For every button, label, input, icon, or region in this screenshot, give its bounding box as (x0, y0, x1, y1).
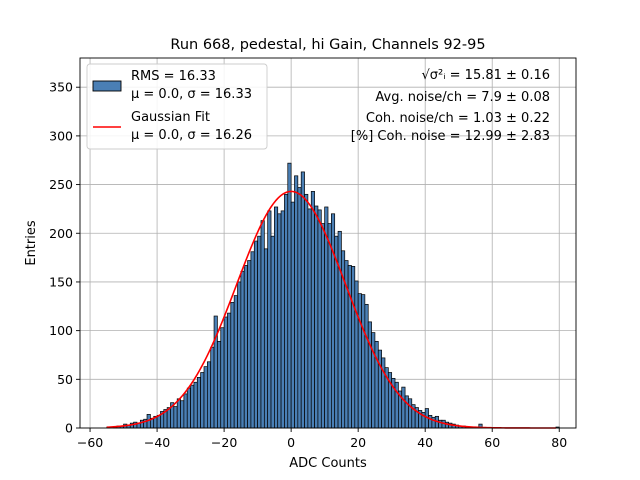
axes-frame (79, 57, 577, 429)
annotation-coh-noise-percent: [%] Coh. noise = 12.99 ± 2.83 (351, 129, 550, 144)
histogram-bar (274, 206, 279, 429)
histogram-bar (207, 361, 212, 429)
y-tick-label: 300 (49, 128, 73, 143)
legend-box (86, 63, 268, 150)
histogram-bar (337, 230, 342, 429)
y-tick-label: 100 (49, 323, 73, 338)
histogram-bar (300, 171, 305, 429)
x-tick-label: 80 (551, 435, 567, 450)
histogram-bar (408, 398, 413, 429)
x-tick-label: 20 (350, 435, 366, 450)
histogram-bar (404, 395, 409, 429)
annotation-sigma: √σ²ᵢ = 15.81 ± 0.16 (421, 68, 550, 83)
histogram-bar (297, 187, 302, 429)
histogram-bar (267, 210, 272, 429)
histogram-bar (230, 302, 235, 429)
y-axis-ticks: 0 50 100 150 200 250 300 350 (49, 80, 80, 436)
histogram-bar (243, 265, 248, 429)
histogram-bar (193, 381, 198, 429)
x-tick-label: −20 (211, 435, 237, 450)
histogram-bar (367, 321, 372, 429)
histogram-bar (263, 248, 269, 429)
histogram-bar (314, 205, 319, 429)
histogram-bar (290, 201, 295, 429)
histogram-bar (257, 235, 262, 429)
y-tick-label: 150 (49, 274, 73, 289)
histogram-bar (210, 346, 215, 429)
annotation-coh-noise: Coh. noise/ch = 1.03 ± 0.22 (366, 111, 550, 126)
histogram-bar (401, 386, 406, 429)
histogram-bar (220, 327, 225, 429)
histogram-bar (200, 372, 205, 429)
y-tick-label: 50 (57, 372, 73, 387)
y-tick-label: 200 (49, 226, 73, 241)
y-tick-label: 250 (49, 177, 73, 192)
histogram-bar (217, 340, 222, 429)
x-tick-label: −60 (77, 435, 103, 450)
histogram-bar (371, 332, 376, 429)
histogram-bar (431, 416, 436, 429)
legend-label-histogram-stats: μ = 0.0, σ = 16.33 (131, 87, 252, 102)
histogram-bar (428, 414, 433, 429)
histogram-bar (310, 191, 315, 429)
x-tick-label: 0 (287, 435, 295, 450)
histogram-bar (240, 270, 245, 429)
noise-annotations: √σ²ᵢ = 15.81 ± 0.16 Avg. noise/ch = 7.9 … (351, 68, 550, 144)
histogram-bar (180, 400, 185, 429)
histogram-bar (173, 406, 178, 429)
x-tick-label: 40 (417, 435, 433, 450)
histogram-bar (304, 193, 309, 429)
histogram-bar (227, 312, 232, 429)
legend-label-fit: Gaussian Fit (131, 110, 210, 125)
histogram-bar (351, 266, 356, 429)
histogram-bar (357, 293, 362, 429)
histogram-bar (247, 260, 252, 429)
histogram-bars (106, 162, 560, 429)
histogram-bar (374, 340, 379, 429)
histogram-bar (354, 280, 359, 429)
histogram-bar (347, 265, 352, 429)
histogram-bar (287, 162, 292, 429)
histogram-bar (270, 235, 275, 429)
legend-label-histogram: RMS = 16.33 (131, 69, 216, 84)
legend-swatch-histogram (92, 80, 122, 92)
histogram-bar (203, 366, 208, 429)
histogram-bar (327, 223, 332, 429)
histogram-bar (280, 210, 285, 429)
histogram-bar (361, 294, 366, 429)
x-axis-ticks: −60 −40 −20 0 20 40 60 80 (77, 428, 567, 450)
histogram-bar (183, 393, 188, 429)
histogram-bar (223, 316, 228, 429)
x-tick-label: −40 (144, 435, 170, 450)
histogram-bar (284, 193, 289, 429)
histogram-bar (237, 281, 242, 429)
histogram-bar (307, 208, 312, 429)
histogram-bar (233, 295, 238, 429)
histogram-bar (277, 213, 282, 429)
histogram-bar (253, 240, 258, 429)
histogram-bar (364, 303, 369, 429)
x-tick-label: 60 (484, 435, 500, 450)
gaussian-fit-curve (106, 190, 556, 429)
histogram-bar (190, 384, 195, 429)
chart-title: Run 668, pedestal, hi Gain, Channels 92-… (170, 37, 485, 53)
legend: RMS = 16.33 μ = 0.0, σ = 16.33 Gaussian … (86, 63, 268, 150)
histogram-bar (320, 223, 325, 429)
histogram-bar (294, 175, 299, 429)
histogram-bar (176, 398, 181, 429)
legend-label-fit-stats: μ = 0.0, σ = 16.26 (131, 128, 252, 143)
x-axis-label: ADC Counts (289, 456, 367, 471)
y-tick-label: 350 (49, 80, 73, 95)
histogram-bar (186, 387, 191, 429)
y-tick-label: 0 (65, 421, 73, 436)
histogram-bar (260, 220, 265, 429)
histogram-bar (317, 209, 322, 429)
histogram-bar (331, 213, 336, 429)
annotation-avg-noise: Avg. noise/ch = 7.9 ± 0.08 (375, 90, 550, 105)
histogram-bar (250, 251, 255, 429)
y-axis-label: Entries (24, 220, 39, 266)
histogram-bar (196, 377, 201, 429)
histogram-bar (156, 414, 161, 429)
